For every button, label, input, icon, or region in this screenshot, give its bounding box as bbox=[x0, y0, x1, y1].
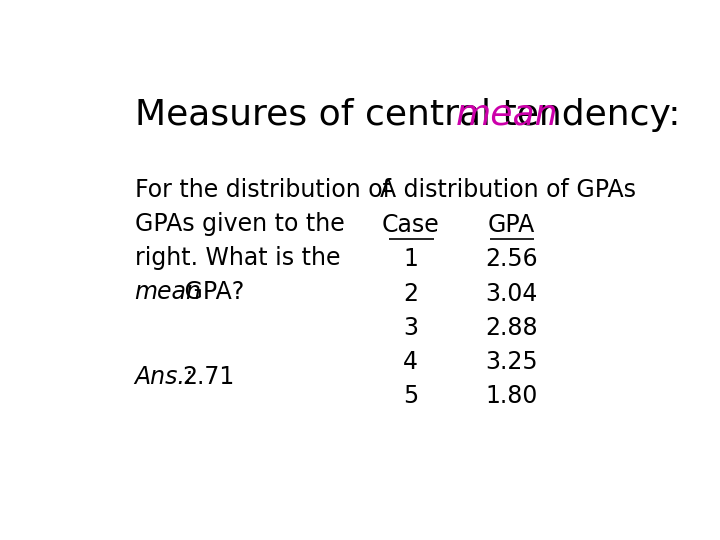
Text: Ans.:: Ans.: bbox=[135, 365, 201, 389]
Text: For the distribution of: For the distribution of bbox=[135, 178, 391, 201]
Text: A distribution of GPAs: A distribution of GPAs bbox=[380, 178, 636, 201]
Text: 3.04: 3.04 bbox=[485, 281, 537, 306]
Text: GPA?: GPA? bbox=[177, 280, 244, 304]
Text: 3.25: 3.25 bbox=[485, 350, 538, 374]
Text: 2.71: 2.71 bbox=[182, 365, 234, 389]
Text: 3: 3 bbox=[403, 315, 418, 340]
Text: right. What is the: right. What is the bbox=[135, 246, 340, 270]
Text: Case: Case bbox=[382, 213, 440, 238]
Text: 5: 5 bbox=[403, 384, 418, 408]
Text: 2.88: 2.88 bbox=[485, 315, 538, 340]
Text: 1.80: 1.80 bbox=[485, 384, 537, 408]
Text: Measures of central tendency:: Measures of central tendency: bbox=[135, 98, 692, 132]
Text: mean: mean bbox=[135, 280, 202, 304]
Text: GPA: GPA bbox=[487, 213, 535, 238]
Text: 4: 4 bbox=[403, 350, 418, 374]
Text: 1: 1 bbox=[403, 247, 418, 272]
Text: 2: 2 bbox=[403, 281, 418, 306]
Text: GPAs given to the: GPAs given to the bbox=[135, 212, 344, 235]
Text: 2.56: 2.56 bbox=[485, 247, 538, 272]
Text: mean: mean bbox=[456, 98, 558, 132]
